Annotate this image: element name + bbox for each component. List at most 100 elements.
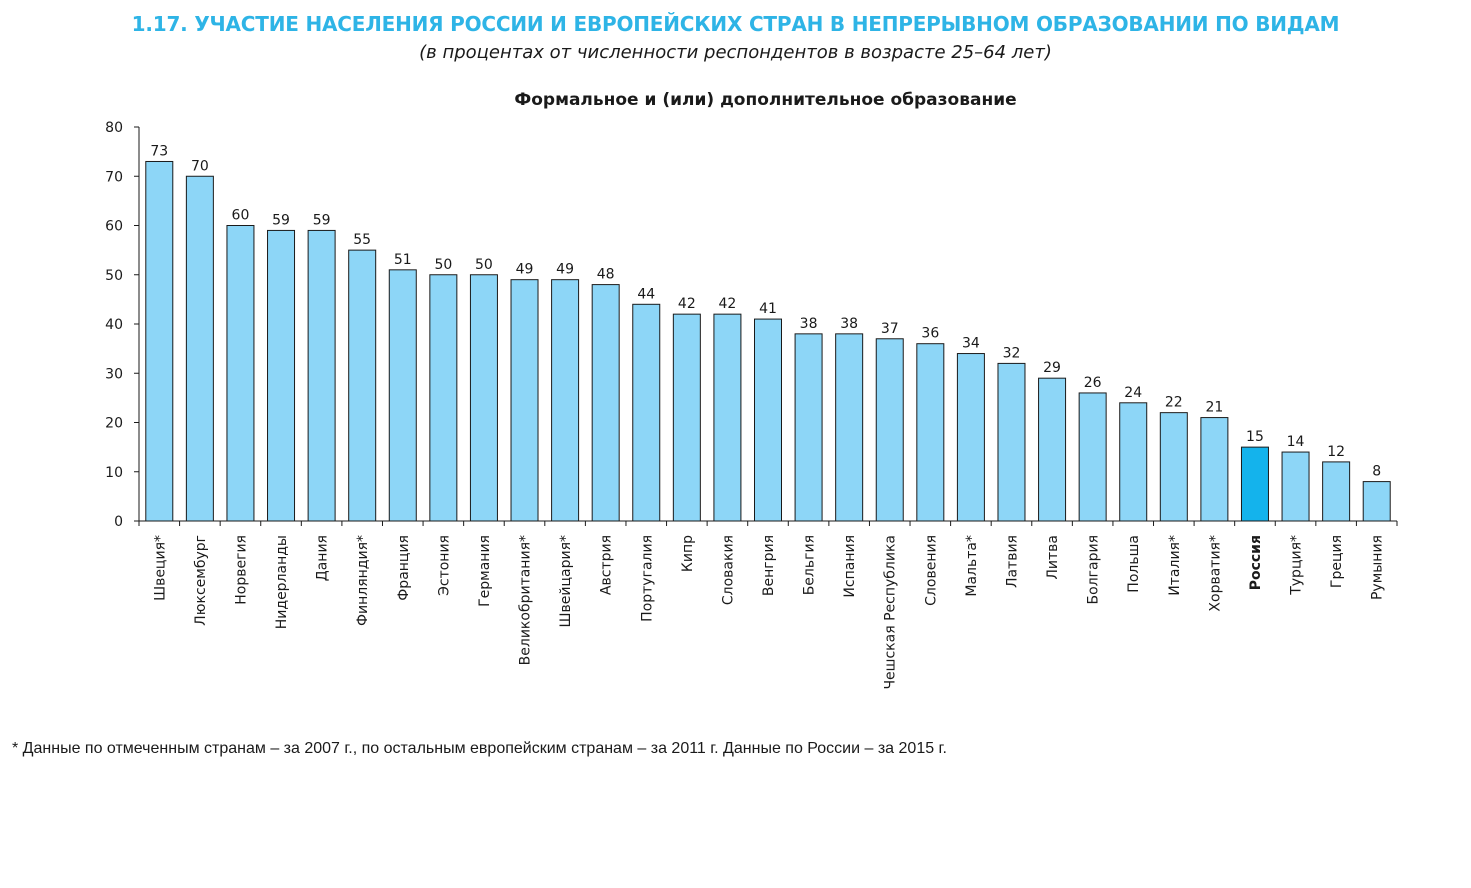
- bar: [1159, 412, 1188, 522]
- bar-value-label: 42: [678, 296, 696, 312]
- category-label: Кипр: [680, 535, 696, 572]
- bar-value-label: 14: [1287, 434, 1305, 450]
- bar: [469, 274, 498, 522]
- bar: [713, 313, 742, 522]
- chart-title: Формальное и (или) дополнительное образо…: [514, 90, 1017, 110]
- bar-value-label: 60: [232, 208, 250, 224]
- category-label: Бельгия: [802, 535, 818, 595]
- category-label: Словения: [923, 535, 939, 606]
- bar-value-label: 73: [150, 143, 168, 159]
- category-label: Латвия: [1004, 535, 1020, 588]
- bar: [551, 279, 580, 522]
- bar-value-label: 12: [1327, 444, 1345, 460]
- category-label: Дания: [315, 535, 331, 581]
- category-label: Швейцария*: [558, 535, 574, 627]
- bar-value-label: 59: [272, 212, 290, 228]
- y-tick-label: 10: [105, 465, 123, 481]
- y-tick-label: 20: [105, 416, 123, 432]
- category-label: Литва: [1045, 535, 1061, 580]
- footnote: * Данные по отмеченным странам – за 2007…: [12, 740, 947, 757]
- category-label: Испания: [842, 535, 858, 598]
- bar: [1200, 417, 1229, 522]
- bar: [267, 229, 296, 522]
- bar: [510, 279, 539, 522]
- category-label: Великобритания*: [518, 535, 534, 665]
- category-label: Португалия: [639, 535, 655, 622]
- bar: [145, 160, 174, 522]
- category-label: Россия: [1248, 535, 1264, 590]
- bar-value-label: 38: [800, 316, 818, 332]
- bar-value-label: 21: [1205, 400, 1223, 416]
- bar: [226, 225, 255, 522]
- y-tick-label: 40: [105, 317, 123, 333]
- bar: [388, 269, 417, 522]
- bar-value-label: 26: [1084, 375, 1102, 391]
- bar-value-label: 48: [597, 267, 615, 283]
- bar: [1281, 451, 1310, 522]
- bar: [1240, 446, 1269, 522]
- y-tick-label: 60: [105, 219, 123, 235]
- category-label: Словакия: [720, 535, 736, 605]
- bar-value-label: 59: [313, 212, 331, 228]
- bar-value-label: 8: [1372, 464, 1381, 480]
- category-label: Греция: [1329, 535, 1345, 588]
- bar-chart: 0 10 20 30 40 50 60 70 80 73 Швеция* 70 Люксембург 60…: [105, 120, 1398, 690]
- bar: [307, 229, 336, 522]
- category-label: Мальта*: [964, 535, 980, 597]
- category-label: Норвегия: [233, 535, 249, 605]
- y-tick-label: 50: [105, 268, 123, 284]
- bar: [672, 313, 701, 522]
- category-label: Польша: [1126, 535, 1142, 593]
- y-tick-label: 0: [114, 514, 123, 530]
- figure-subtitle: (в процентах от численности респондентов…: [419, 42, 1052, 63]
- bar: [997, 362, 1026, 522]
- category-label: Эстония: [436, 535, 452, 596]
- bar-value-label: 50: [434, 257, 452, 273]
- bar: [875, 338, 904, 522]
- bar: [348, 249, 377, 522]
- category-label: Люксембург: [193, 535, 209, 626]
- category-label: Швеция*: [152, 535, 168, 601]
- bar-value-label: 49: [556, 262, 574, 278]
- category-label: Нидерланды: [274, 535, 290, 629]
- bar-value-label: 36: [921, 326, 939, 342]
- bar-value-label: 32: [1003, 345, 1021, 361]
- y-tick-label: 80: [105, 120, 123, 136]
- bar: [185, 175, 214, 522]
- category-label: Италия*: [1167, 535, 1183, 596]
- bar: [1322, 461, 1351, 522]
- bar-value-label: 22: [1165, 395, 1183, 411]
- bar: [1038, 377, 1067, 522]
- bar-value-label: 38: [840, 316, 858, 332]
- category-label: Хорватия*: [1207, 535, 1223, 612]
- bar: [916, 343, 945, 522]
- bar-value-label: 42: [719, 296, 737, 312]
- category-label: Чешская Республика: [883, 535, 899, 690]
- bar: [956, 353, 985, 522]
- y-tick-label: 70: [105, 169, 123, 185]
- bar-value-label: 49: [516, 262, 534, 278]
- bar-value-label: 24: [1124, 385, 1142, 401]
- category-label: Венгрия: [761, 535, 777, 596]
- bar-value-label: 50: [475, 257, 493, 273]
- figure-title: 1.17. УЧАСТИЕ НАСЕЛЕНИЯ РОССИИ И ЕВРОПЕЙ…: [131, 12, 1340, 36]
- bar: [591, 284, 620, 522]
- y-tick-label: 30: [105, 366, 123, 382]
- bar: [1078, 392, 1107, 522]
- bar: [1362, 481, 1391, 522]
- category-label: Турция*: [1289, 535, 1305, 596]
- bar: [794, 333, 823, 522]
- category-label: Финляндия*: [355, 535, 371, 626]
- bar: [429, 274, 458, 522]
- bar: [632, 303, 661, 522]
- category-label: Болгария: [1086, 535, 1102, 604]
- bar-value-label: 51: [394, 252, 412, 268]
- bar-value-label: 34: [962, 336, 980, 352]
- category-label: Румыния: [1370, 535, 1386, 600]
- category-label: Австрия: [599, 535, 615, 595]
- category-label: Франция: [396, 535, 412, 601]
- bar: [754, 318, 782, 522]
- category-label: Германия: [477, 535, 493, 607]
- bar-value-label: 55: [353, 232, 371, 248]
- bar-value-label: 15: [1246, 429, 1264, 445]
